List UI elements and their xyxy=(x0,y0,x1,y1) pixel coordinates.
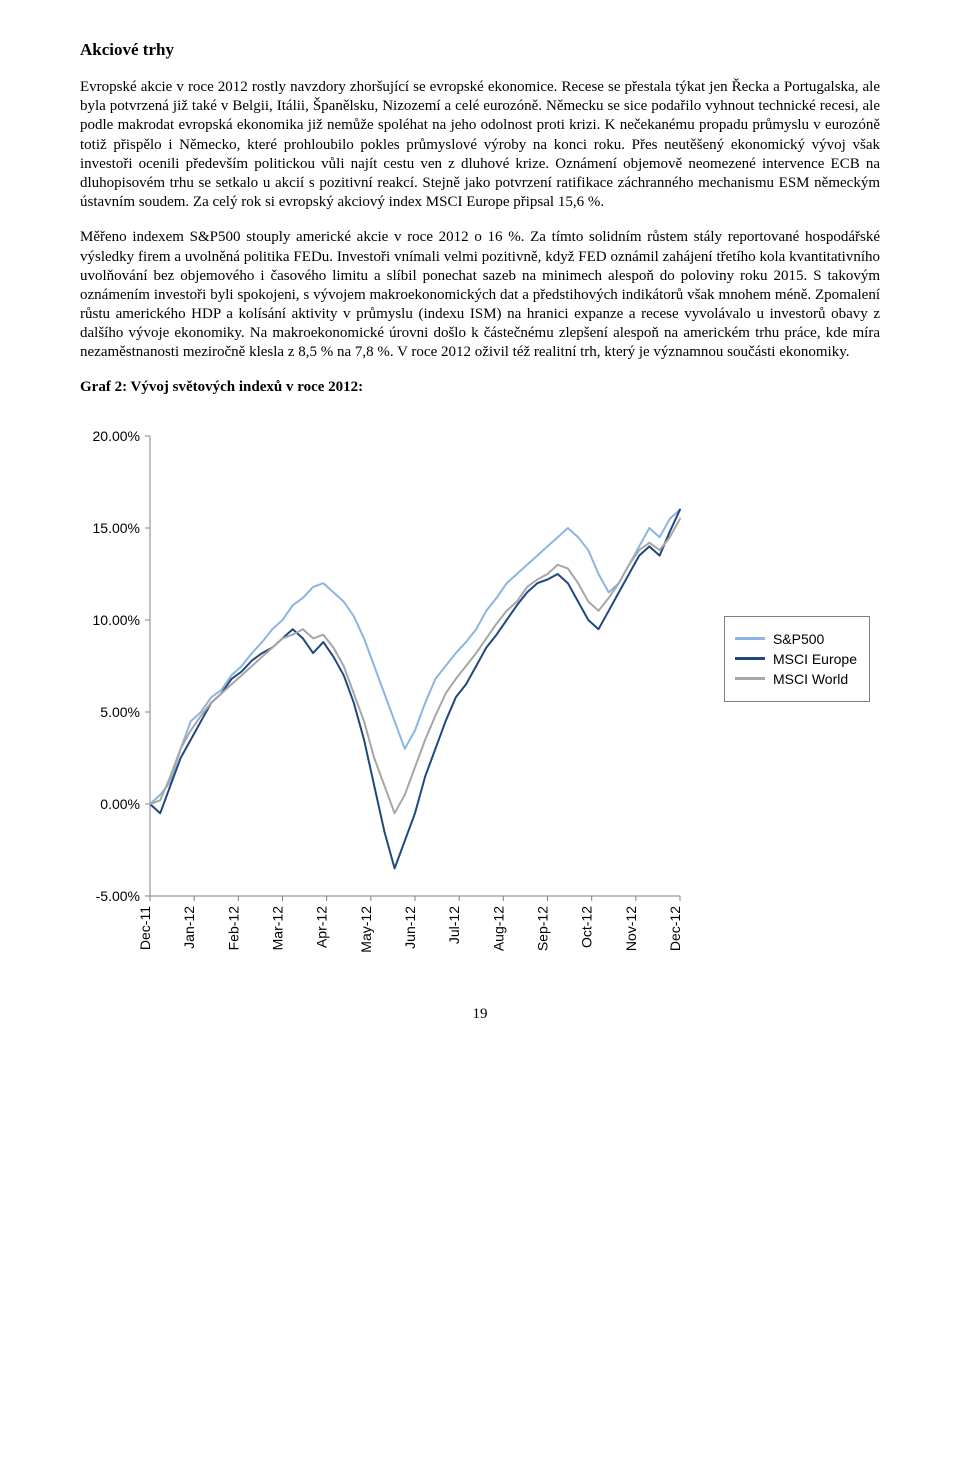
xtick-label: Jun-12 xyxy=(402,905,418,948)
ytick-label: -5.00% xyxy=(96,888,140,904)
ytick-label: 0.00% xyxy=(100,796,140,812)
ytick-label: 15.00% xyxy=(93,520,140,536)
legend-label: MSCI World xyxy=(773,671,848,687)
xtick-label: Aug-12 xyxy=(490,905,506,950)
xtick-label: May-12 xyxy=(358,905,374,952)
xtick-label: Apr-12 xyxy=(314,905,330,947)
legend-label: S&P500 xyxy=(773,631,824,647)
legend-swatch xyxy=(735,677,765,680)
chart-legend: S&P500 MSCI Europe MSCI World xyxy=(724,616,870,702)
legend-item: S&P500 xyxy=(735,631,857,647)
legend-label: MSCI Europe xyxy=(773,651,857,667)
xtick-label: Nov-12 xyxy=(623,905,639,950)
page-number: 19 xyxy=(80,1006,880,1023)
page-container: Akciové trhy Evropské akcie v roce 2012 … xyxy=(0,0,960,1053)
ytick-label: 10.00% xyxy=(93,612,140,628)
paragraph-1: Evropské akcie v roce 2012 rostly navzdo… xyxy=(80,78,880,212)
xtick-label: Jan-12 xyxy=(181,905,197,948)
xtick-label: Mar-12 xyxy=(270,905,286,950)
xtick-label: Jul-12 xyxy=(446,905,462,943)
chart-title: Graf 2: Vývoj světových indexů v roce 20… xyxy=(80,379,880,396)
series-s-p500 xyxy=(150,509,680,803)
xtick-label: Dec-12 xyxy=(667,905,683,950)
section-title: Akciové trhy xyxy=(80,40,880,60)
legend-item: MSCI World xyxy=(735,671,857,687)
ytick-label: 5.00% xyxy=(100,704,140,720)
chart-container: -5.00% 0.00% 5.00% 10.00% 15.00% 20.00% Dec-11… xyxy=(60,416,860,976)
series-msci-world xyxy=(150,518,680,812)
series-msci-europe xyxy=(150,509,680,868)
legend-swatch xyxy=(735,657,765,660)
xtick-label: Feb-12 xyxy=(225,905,241,950)
xtick-label: Oct-12 xyxy=(579,905,595,947)
ytick-label: 20.00% xyxy=(93,428,140,444)
xtick-label: Sep-12 xyxy=(535,905,551,950)
paragraph-2: Měřeno indexem S&P500 stouply americké a… xyxy=(80,228,880,362)
xtick-label: Dec-11 xyxy=(137,905,153,949)
legend-item: MSCI Europe xyxy=(735,651,857,667)
legend-swatch xyxy=(735,637,765,640)
